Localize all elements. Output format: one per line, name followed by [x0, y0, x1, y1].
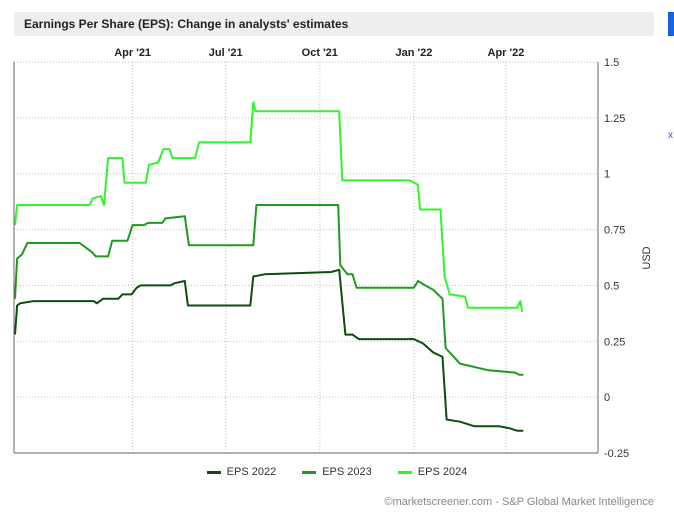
legend-label-eps-2024: EPS 2024 — [417, 466, 468, 478]
legend: EPS 2022 EPS 2023 EPS 2024 — [0, 466, 674, 478]
legend-swatch-eps-2024 — [397, 470, 412, 474]
x-axis-labels: Apr '21 Jul '21 Oct '21 Jan '22 Apr '22 — [114, 47, 524, 59]
legend-item-eps-2024[interactable]: EPS 2024 — [397, 466, 468, 478]
y-tick-label: 0 — [604, 392, 610, 404]
x-tick-label: Jul '21 — [209, 47, 243, 59]
y-tick-label: 0.5 — [604, 280, 619, 292]
y-tick-label: 1 — [604, 169, 610, 181]
side-link[interactable]: x — [668, 130, 673, 141]
series-lines — [14, 101, 524, 432]
legend-item-eps-2022[interactable]: EPS 2022 — [206, 466, 277, 478]
y-tick-label: 0.25 — [604, 336, 625, 348]
chart-title-bar: Earnings Per Share (EPS): Change in anal… — [14, 12, 654, 36]
source-credit: ©marketscreener.com - S&P Global Market … — [384, 496, 654, 508]
legend-item-eps-2023[interactable]: EPS 2023 — [302, 466, 372, 478]
y-axis-labels: 1.5 1.25 1 0.75 0.5 0.25 0 -0.25 — [604, 57, 629, 460]
legend-label-eps-2023: EPS 2023 — [322, 466, 372, 478]
legend-swatch-eps-2022 — [206, 470, 221, 474]
x-tick-label: Oct '21 — [302, 47, 338, 59]
chart-title: Earnings Per Share (EPS): Change in anal… — [24, 17, 349, 31]
series-line-eps-2022 — [14, 268, 524, 432]
accent-marker — [668, 12, 674, 36]
y-tick-label: -0.25 — [604, 448, 629, 460]
y-axis-title: USD — [641, 246, 653, 269]
series-line-eps-2024 — [14, 101, 524, 313]
y-tick-label: 1.5 — [604, 57, 619, 69]
y-tick-label: 1.25 — [604, 113, 625, 125]
grid-lines — [14, 61, 598, 454]
x-tick-label: Apr '22 — [488, 47, 525, 59]
x-tick-label: Jan '22 — [395, 47, 432, 59]
legend-swatch-eps-2023 — [302, 470, 317, 474]
x-tick-label: Apr '21 — [114, 47, 151, 59]
y-tick-label: 0.75 — [604, 225, 625, 237]
legend-label-eps-2022: EPS 2022 — [226, 466, 277, 478]
series-line-eps-2023 — [14, 204, 524, 376]
